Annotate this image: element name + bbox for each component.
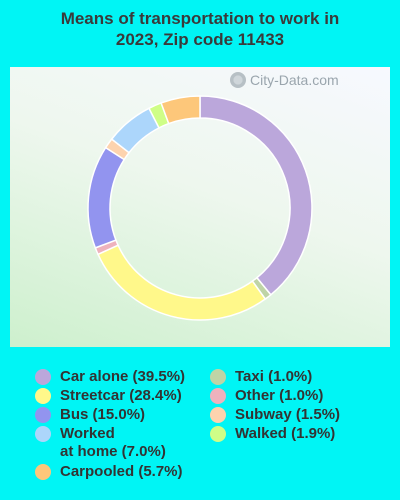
donut-slice-streetcar [97, 244, 267, 321]
donut-slice-car-alone [199, 95, 313, 296]
watermark-logo-icon [230, 72, 246, 88]
donut-slice-bus [87, 146, 126, 249]
watermark: City-Data.com [230, 72, 339, 88]
watermark-text: City-Data.com [250, 72, 339, 88]
chart-title-line-2: 2023, Zip code 11433 [115, 30, 285, 49]
donut-slices [87, 95, 313, 321]
donut-slice-carpooled [160, 95, 201, 125]
chart-title-line-1: Means of transportation to work in [60, 9, 340, 28]
chart-title: Means of transportation to work in 2023,… [0, 8, 400, 50]
